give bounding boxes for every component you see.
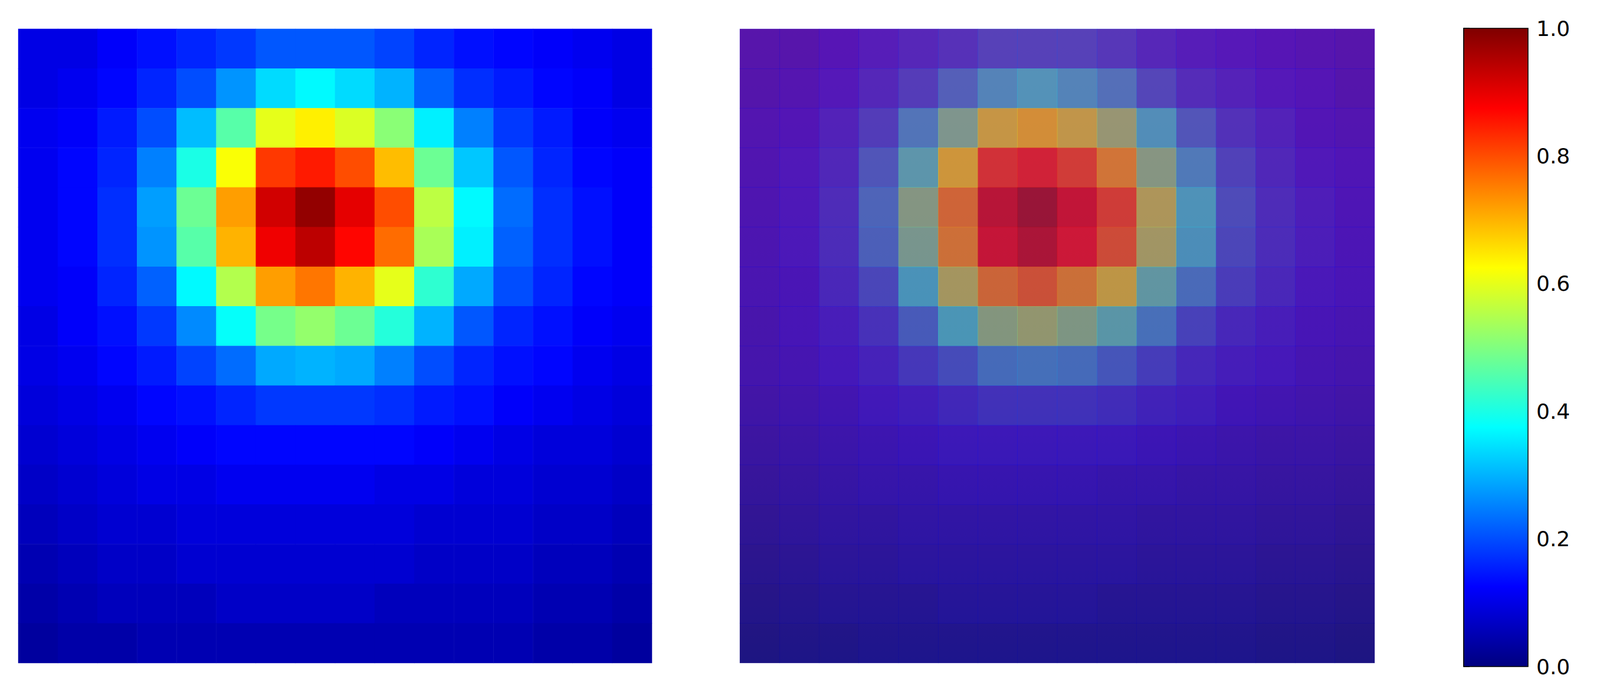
svg-text:0.2: 0.2 xyxy=(1536,526,1570,552)
svg-text:1.0: 1.0 xyxy=(1536,16,1570,41)
svg-text:0.8: 0.8 xyxy=(1536,143,1570,169)
svg-text:0.4: 0.4 xyxy=(1536,399,1570,424)
svg-text:0.0: 0.0 xyxy=(1536,654,1570,680)
svg-text:0.6: 0.6 xyxy=(1536,271,1570,296)
